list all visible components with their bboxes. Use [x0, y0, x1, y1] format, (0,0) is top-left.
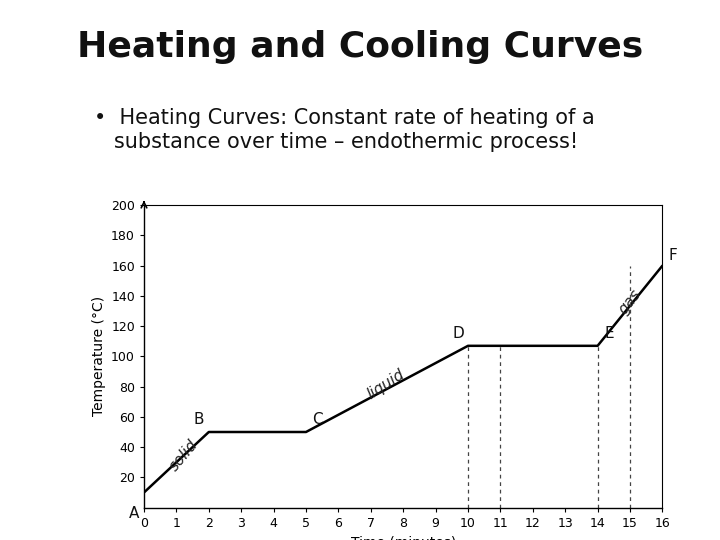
- Text: F: F: [669, 248, 678, 262]
- Text: Heating and Cooling Curves: Heating and Cooling Curves: [77, 30, 643, 64]
- Text: E: E: [604, 326, 613, 341]
- Text: substance over time – endothermic process!: substance over time – endothermic proces…: [94, 132, 578, 152]
- Y-axis label: Temperature (°C): Temperature (°C): [91, 296, 106, 416]
- Text: •  Heating Curves: Constant rate of heating of a: • Heating Curves: Constant rate of heati…: [94, 108, 594, 128]
- X-axis label: Time (minutes): Time (minutes): [351, 535, 456, 540]
- Text: C: C: [312, 413, 323, 428]
- Text: A: A: [129, 506, 140, 521]
- Text: B: B: [194, 413, 204, 428]
- Text: solid: solid: [167, 437, 201, 474]
- Text: D: D: [452, 326, 464, 341]
- Text: liquid: liquid: [364, 367, 408, 402]
- Text: gas: gas: [616, 287, 644, 317]
